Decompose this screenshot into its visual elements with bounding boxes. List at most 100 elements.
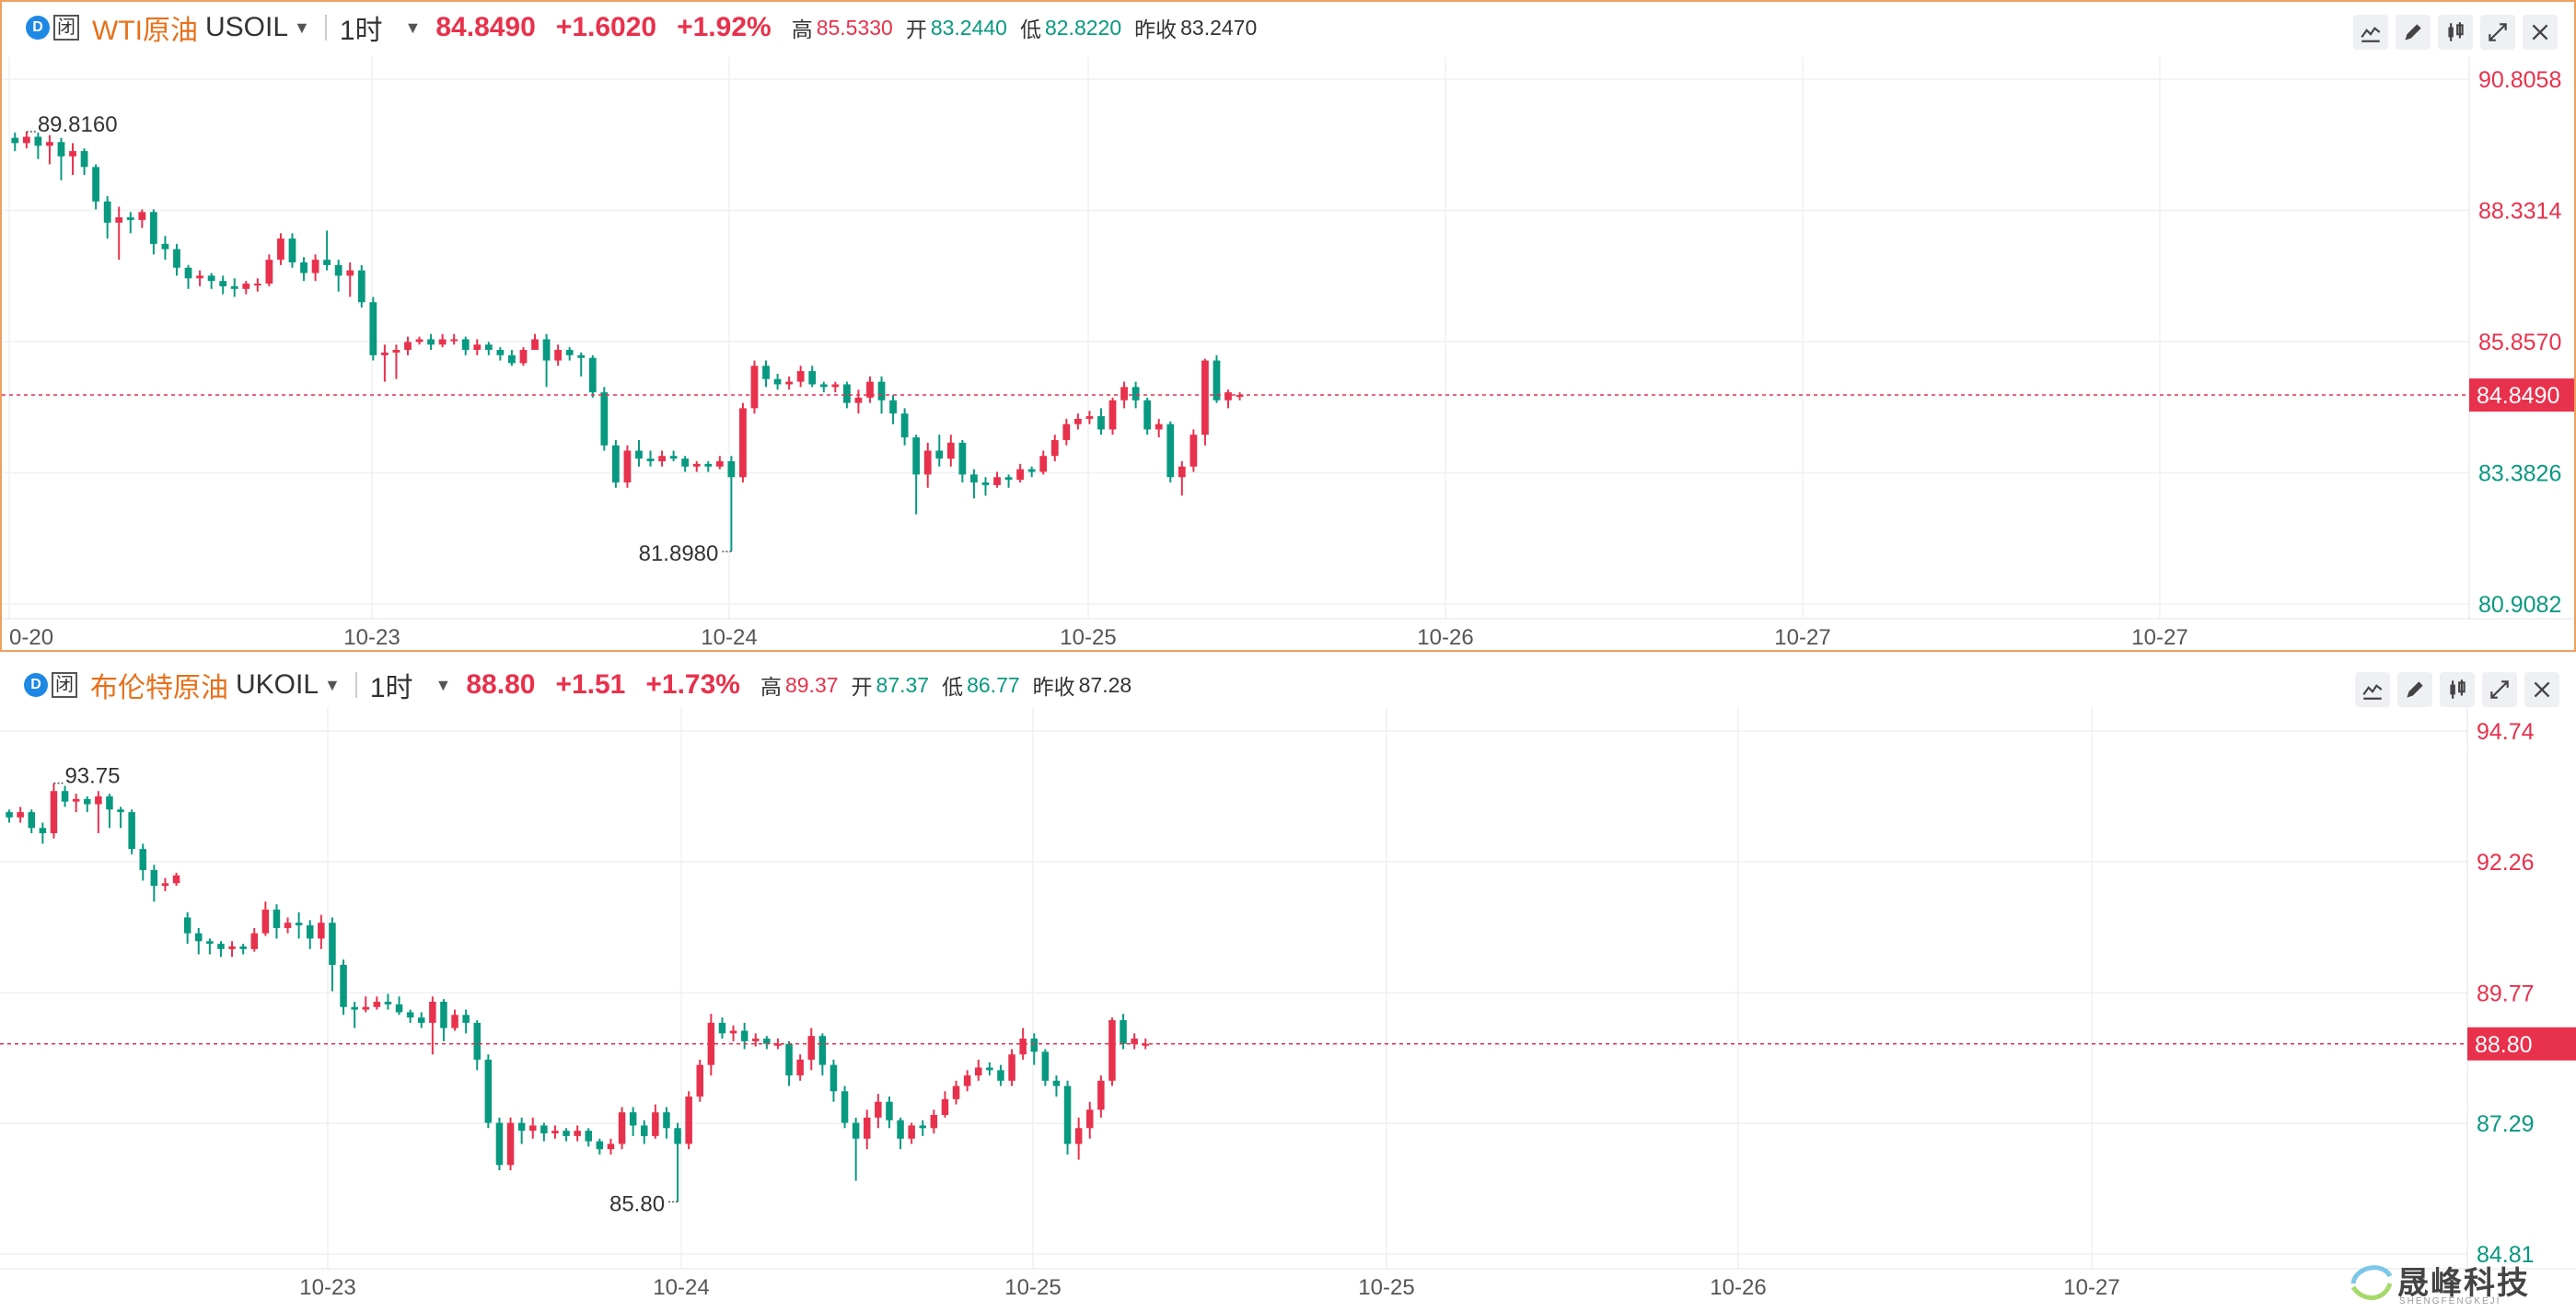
close-icon[interactable] [2523, 15, 2558, 50]
candle-body [473, 1022, 482, 1060]
candle-body [288, 238, 296, 263]
y-tick-label: 94.74 [2477, 719, 2535, 745]
candle-body [373, 1002, 381, 1007]
candle-body [150, 870, 158, 887]
candle-body [261, 909, 270, 934]
fullscreen-icon[interactable] [2482, 672, 2517, 707]
candle-body [92, 167, 100, 202]
candle-body [658, 456, 666, 461]
candle-body [629, 1112, 637, 1126]
candle-body [542, 339, 551, 361]
y-tick-label: 90.8058 [2478, 67, 2561, 93]
ukoil-chart-panel: D 闭 布伦特原油 UKOIL ▼ 1时 ▼ 88.80 +1.51 +1.73… [0, 652, 2576, 1309]
candle-body [28, 812, 36, 829]
timeframe-dropdown-icon[interactable]: ▼ [435, 675, 452, 694]
x-tick-label: 0-20 [9, 625, 53, 650]
symbol-name[interactable]: WTI原油 [92, 16, 198, 46]
candle-body [239, 946, 247, 949]
symbol-dropdown-icon[interactable]: ▼ [324, 675, 341, 694]
candle-body [117, 809, 124, 813]
candle-body [392, 350, 400, 353]
candle-body [908, 1125, 915, 1139]
y-tick-label: 87.29 [2477, 1111, 2535, 1137]
candle-body [1108, 400, 1117, 430]
candle-body [986, 1067, 993, 1071]
candle-body [517, 1122, 526, 1132]
open-value: 83.2440 [930, 15, 1007, 40]
candle-body [126, 217, 134, 220]
line-style-icon[interactable] [2355, 672, 2390, 707]
candle-body [852, 1122, 860, 1139]
symbol-name[interactable]: 布伦特原油 [90, 673, 228, 703]
candle-body [640, 1125, 648, 1136]
symbol-code[interactable]: USOIL [204, 12, 289, 42]
market-badge-icon: D [24, 673, 48, 697]
candle-body [139, 849, 147, 871]
y-tick-label: 85.8570 [2478, 330, 2561, 355]
fullscreen-icon[interactable] [2480, 15, 2515, 50]
candle-body [230, 285, 238, 289]
open-label: 开 [851, 675, 873, 699]
draw-pen-icon[interactable] [2397, 672, 2432, 707]
candle-body [1041, 1051, 1050, 1081]
candle-body [1143, 400, 1152, 430]
candle-body [438, 339, 447, 345]
candle-body [1030, 1039, 1039, 1052]
usoil-candlestick-chart[interactable]: 90.8058 88.3314 85.8570 83.3826 80.9082 0-20 1… [2, 2, 2574, 650]
line-style-icon[interactable] [2353, 15, 2388, 50]
candle-body [919, 1125, 927, 1129]
candle-body [184, 267, 192, 279]
close-icon[interactable] [2524, 672, 2559, 707]
candle-body [451, 1015, 458, 1028]
candle-body [866, 381, 874, 398]
candle-body [161, 243, 169, 250]
candle-body [11, 137, 19, 144]
candle-body [1189, 435, 1198, 467]
symbol-dropdown-icon[interactable]: ▼ [294, 17, 310, 37]
candle-type-icon[interactable] [2440, 672, 2475, 707]
candle-body [773, 378, 782, 385]
usoil-quote-header: D 闭 WTI原油 USOIL ▼ 1时 ▼ 84.8490 +1.6020 +… [2, 2, 2396, 53]
candle-body [669, 456, 678, 459]
candle-body [739, 408, 747, 478]
candle-body [1120, 1020, 1127, 1044]
high-value: 89.37 [784, 672, 839, 697]
high-annotation: 89.8160 [38, 112, 118, 137]
candle-body [1131, 387, 1140, 401]
candle-body [1085, 1109, 1094, 1129]
candle-body [981, 482, 990, 485]
candle-body [685, 1096, 692, 1144]
candle-body [300, 262, 307, 273]
candle-body [958, 442, 967, 475]
candle-body [1062, 424, 1071, 440]
high-annotation: 93.75 [64, 764, 120, 789]
candle-body [1155, 424, 1163, 430]
candle-body [34, 136, 42, 146]
x-tick-label: 10-25 [1358, 1275, 1414, 1300]
candle-type-icon[interactable] [2438, 15, 2473, 50]
candle-body [357, 270, 366, 303]
watermark-logo: 晟峰科技 SHENGFENGKEJI [2346, 1256, 2567, 1307]
candle-body [551, 1131, 559, 1134]
candle-body [1027, 469, 1036, 472]
candle-body [484, 1059, 493, 1123]
timeframe-select[interactable]: 1时 [369, 673, 413, 703]
candle-body [886, 1101, 893, 1120]
candle-body [50, 791, 58, 833]
timeframe-select[interactable]: 1时 [339, 16, 383, 46]
candle-body [242, 284, 250, 289]
candle-body [1097, 1080, 1105, 1110]
x-tick-label: 10-24 [653, 1275, 709, 1300]
draw-pen-icon[interactable] [2396, 15, 2431, 50]
candle-body [346, 270, 354, 276]
candle-body [217, 944, 225, 949]
symbol-code[interactable]: UKOIL [236, 669, 319, 700]
ukoil-candlestick-chart[interactable]: 94.74 92.26 89.77 87.29 84.81 10-23 10-24 10-25… [0, 652, 2576, 1309]
timeframe-dropdown-icon[interactable]: ▼ [404, 17, 422, 37]
candle-body [588, 357, 597, 393]
candle-body [1224, 392, 1232, 401]
candle-body [69, 151, 76, 157]
candle-body [506, 1122, 515, 1166]
candle-body [1008, 1054, 1015, 1081]
y-tick-label: 88.3314 [2478, 199, 2561, 225]
